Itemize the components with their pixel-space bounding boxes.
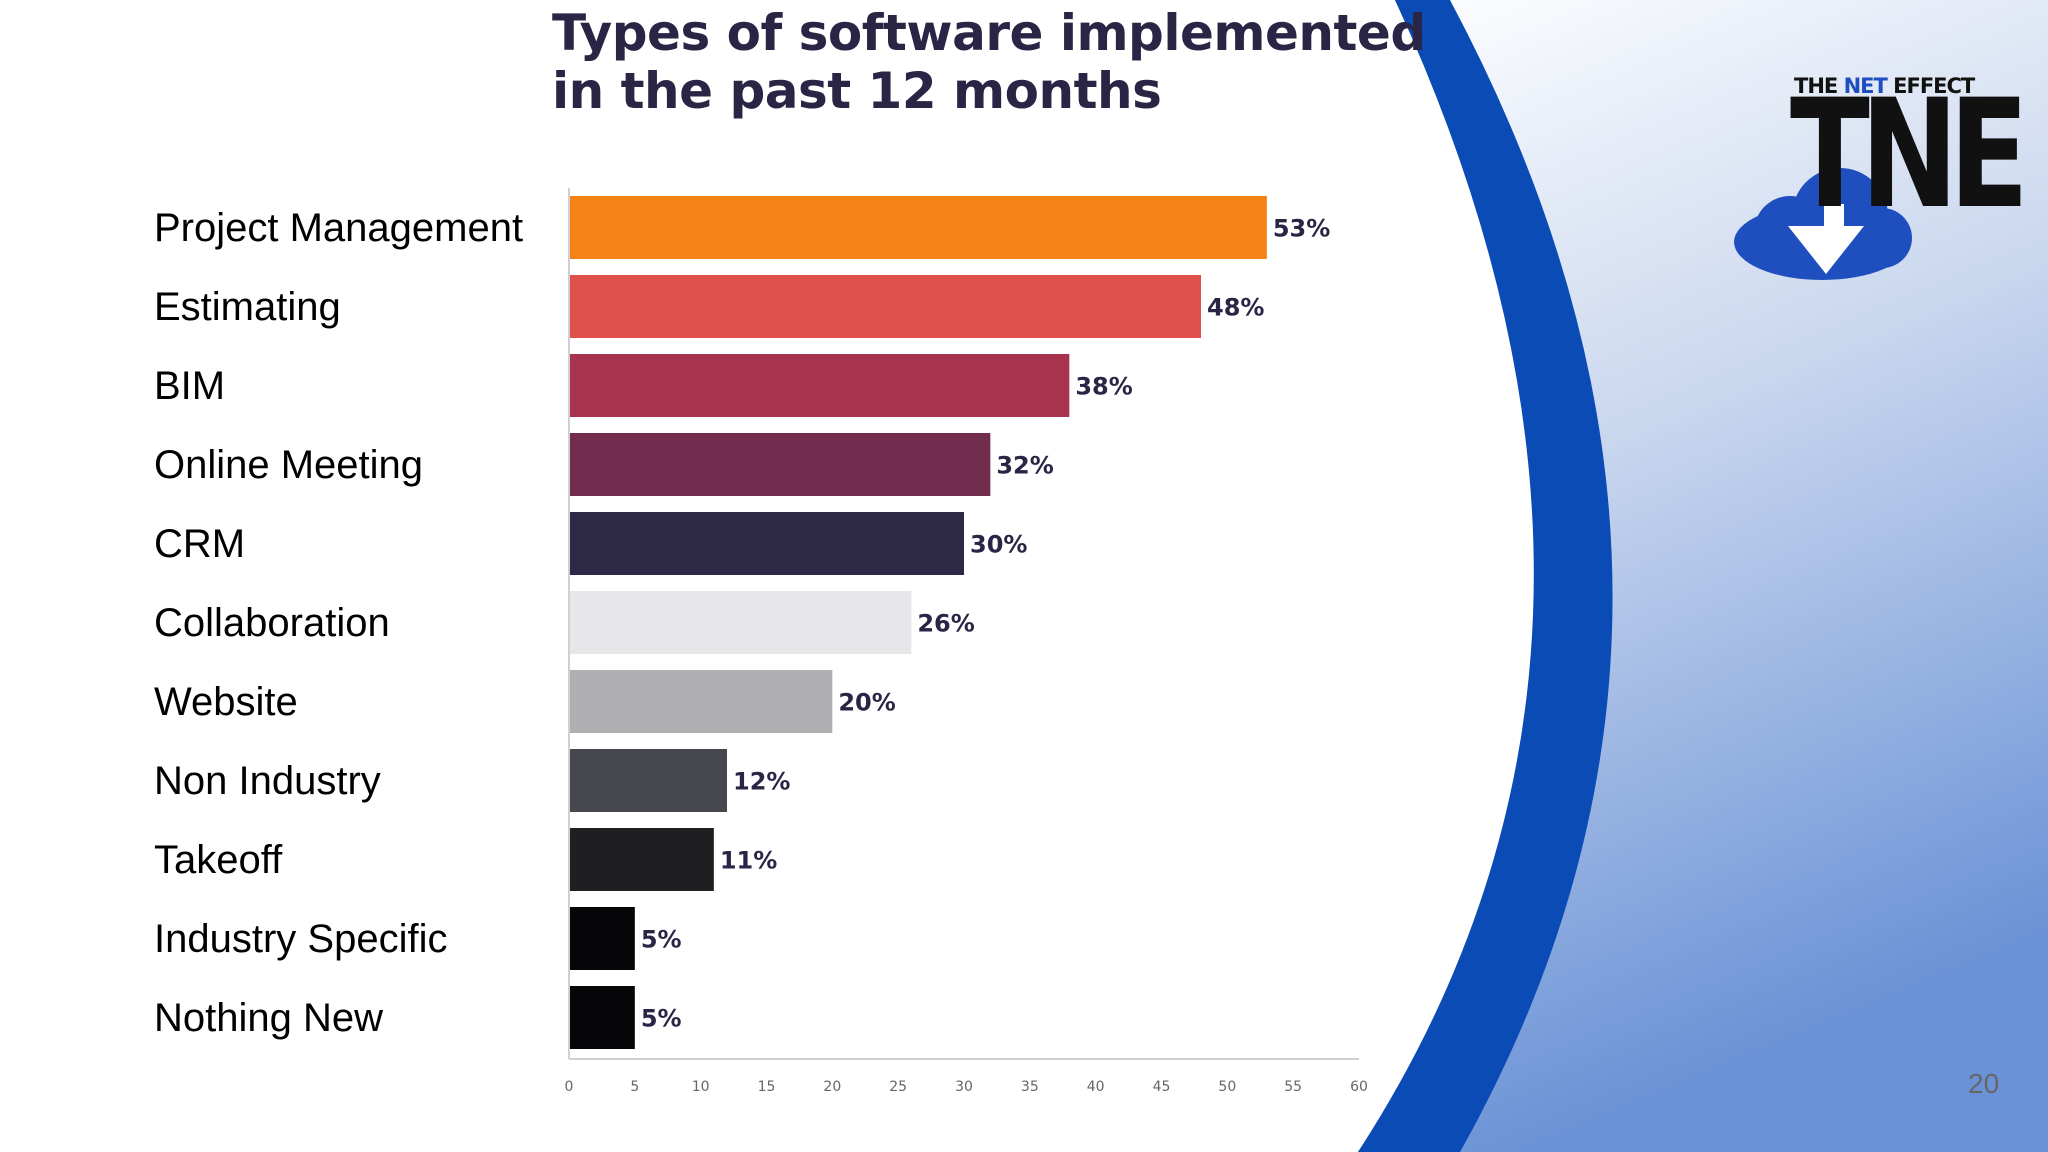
bar [570, 749, 727, 812]
category-label: Estimating [154, 284, 341, 329]
cloud-icon [1734, 168, 1912, 280]
bar-value-label: 30% [970, 531, 1027, 559]
logo-tagline: THE NET EFFECT [1794, 74, 1975, 98]
x-tick-label: 50 [1218, 1079, 1236, 1095]
x-tick-label: 35 [1021, 1079, 1039, 1095]
bar-value-label: 5% [641, 926, 682, 954]
bar [570, 433, 991, 496]
category-label: Project Management [154, 205, 524, 250]
x-tick-label: 10 [692, 1079, 710, 1095]
bar [570, 591, 912, 654]
category-label: BIM [154, 363, 226, 408]
x-tick-label: 40 [1087, 1079, 1105, 1095]
x-tick-label: 45 [1153, 1079, 1171, 1095]
bar [570, 986, 635, 1049]
bar-value-label: 38% [1075, 373, 1132, 401]
bar [570, 196, 1267, 259]
category-label: Website [154, 679, 298, 724]
bar-value-label: 20% [838, 689, 895, 717]
x-tick-label: 30 [955, 1079, 973, 1095]
white-arc-overlay [1358, 0, 1545, 1152]
bar-value-label: 5% [641, 1005, 682, 1033]
title-line-1: Types of software implemented [552, 4, 1426, 62]
category-label: Non Industry [154, 758, 381, 803]
x-tick-label: 60 [1350, 1079, 1368, 1095]
x-tick-label: 0 [565, 1079, 574, 1095]
blue-arc [1358, 0, 1613, 1152]
category-label: Industry Specific [154, 916, 448, 961]
page-number: 20 [1968, 1068, 2000, 1099]
category-label: CRM [154, 521, 246, 566]
tne-logo: THE NET EFFECT TNE [1728, 70, 2029, 290]
category-label: Online Meeting [154, 442, 424, 487]
bar-value-label: 12% [733, 768, 790, 796]
x-tick-label: 25 [889, 1079, 907, 1095]
x-tick-label: 15 [758, 1079, 776, 1095]
category-label: Collaboration [154, 600, 390, 645]
bar [570, 512, 964, 575]
x-tick-label: 55 [1284, 1079, 1302, 1095]
bar [570, 907, 635, 970]
bar [570, 275, 1201, 338]
x-tick-label: 20 [823, 1079, 841, 1095]
category-label: Nothing New [154, 995, 384, 1040]
x-tick-label: 5 [630, 1079, 639, 1095]
bar-value-label: 48% [1207, 294, 1264, 322]
logo-wordmark: TNE [1790, 68, 2029, 242]
bar-value-label: 11% [720, 847, 777, 875]
bar-value-label: 53% [1273, 215, 1330, 243]
page-title: Types of software implemented in the pas… [552, 4, 1426, 120]
bar [570, 354, 1070, 417]
title-line-2: in the past 12 months [552, 62, 1162, 120]
category-label: Takeoff [154, 837, 283, 882]
bar [570, 670, 833, 733]
bar-value-label: 26% [917, 610, 974, 638]
bar-value-label: 32% [996, 452, 1053, 480]
bar [570, 828, 714, 891]
